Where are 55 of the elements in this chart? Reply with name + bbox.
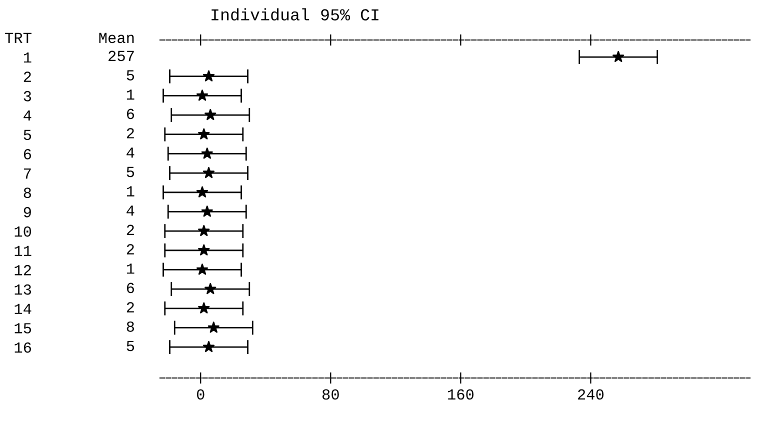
y-tick-label: 14	[14, 304, 32, 314]
data-label: 4	[126, 206, 134, 216]
point	[612, 50, 624, 62]
data-label: 2	[126, 128, 134, 138]
y-tick-label: 16	[14, 342, 32, 353]
data-label: 2	[126, 302, 134, 312]
chart-title: Individual 95% CI	[212, 8, 378, 21]
y-tick-label: 12	[14, 265, 31, 276]
point	[208, 322, 220, 333]
point	[198, 128, 210, 140]
data-label: 1	[126, 186, 134, 196]
point	[196, 90, 208, 101]
data-label: 2	[126, 244, 134, 254]
point	[202, 70, 215, 82]
x-tick-label: 240	[578, 389, 604, 400]
y-tick-label: 6	[24, 149, 32, 160]
point	[201, 148, 213, 159]
point	[202, 166, 215, 178]
y-tick-label: 15	[14, 323, 32, 334]
x-tick-label: 0	[196, 389, 204, 400]
text: TRT	[5, 32, 32, 43]
data-label: 6	[126, 282, 134, 294]
data-label: 8	[126, 321, 134, 332]
data-label: 1	[126, 264, 134, 274]
text: Mean	[99, 32, 134, 44]
y-tick-label: 11	[14, 246, 32, 256]
y-tick-label: 3	[24, 91, 32, 102]
y-tick-label: 8	[24, 188, 31, 198]
point	[196, 264, 208, 275]
data-label: 5	[126, 166, 134, 178]
y-tick-label: 7	[24, 168, 31, 179]
y-tick-label: 1	[24, 52, 32, 63]
point	[204, 108, 216, 120]
y-tick-label: 2	[24, 72, 31, 82]
point	[198, 244, 210, 256]
data-label: 5	[126, 340, 134, 352]
point	[196, 186, 208, 198]
point	[198, 224, 210, 236]
data-label: 257	[108, 50, 134, 62]
point	[198, 302, 210, 314]
point	[202, 340, 215, 352]
data-label: 2	[126, 224, 134, 235]
data-label: 1	[126, 90, 134, 100]
y-tick-label: 5	[24, 130, 32, 140]
x-tick-label: 160	[448, 389, 474, 400]
data-label: 6	[126, 108, 134, 120]
x-tick-label: 80	[322, 389, 339, 400]
point	[201, 206, 213, 217]
data-label: 5	[126, 70, 134, 80]
data-label: 4	[126, 148, 134, 158]
point	[204, 282, 216, 294]
y-tick-label: 10	[14, 226, 32, 237]
y-tick-label: 9	[24, 207, 31, 218]
y-tick-label: 4	[24, 110, 32, 121]
y-tick-label: 13	[14, 284, 32, 295]
